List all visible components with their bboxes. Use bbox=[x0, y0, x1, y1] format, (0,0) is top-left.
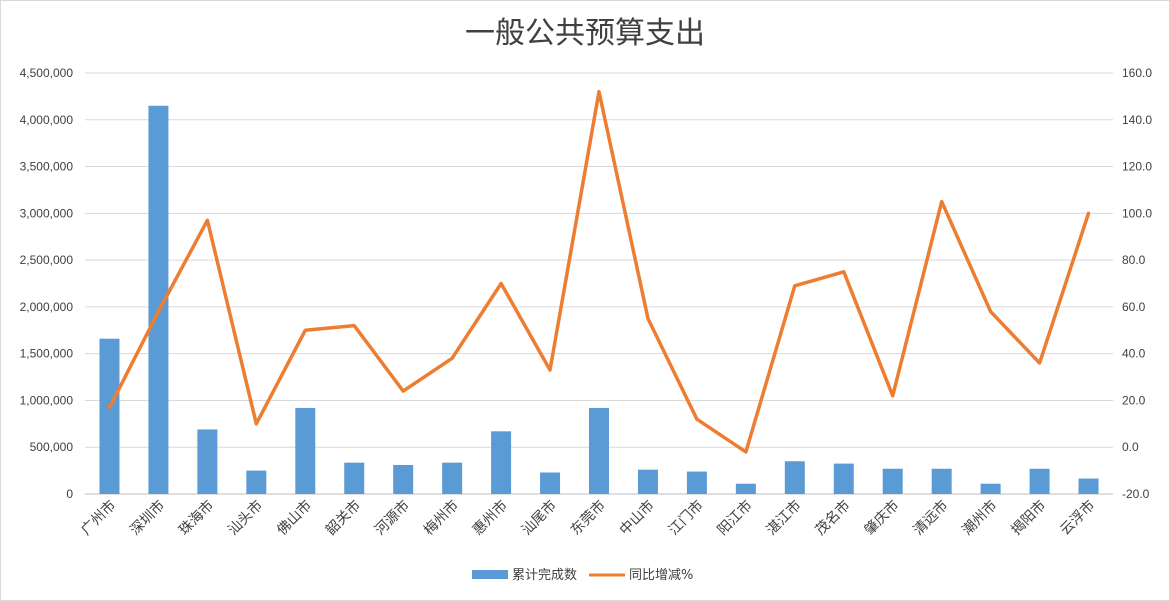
category-label: 广州市 bbox=[78, 497, 120, 539]
bar bbox=[784, 461, 805, 494]
category-label: 茂名市 bbox=[812, 497, 854, 539]
right-axis: -20.0 0.0 20.0 40.0 60.0 80.0 100.0 120.0 140.0 1… bbox=[1122, 66, 1152, 501]
right-tick-label: 140.0 bbox=[1122, 113, 1152, 127]
bar bbox=[197, 429, 218, 494]
bar bbox=[833, 463, 854, 494]
category-label: 云浮市 bbox=[1057, 497, 1099, 539]
category-label: 潮州市 bbox=[959, 497, 1001, 539]
category-label: 清远市 bbox=[910, 497, 952, 539]
line-series bbox=[107, 89, 1091, 454]
right-tick-label: 160.0 bbox=[1122, 66, 1152, 80]
category-label: 汕尾市 bbox=[518, 497, 560, 539]
left-tick-label: 3,000,000 bbox=[20, 206, 74, 220]
right-tick-label: 80.0 bbox=[1122, 253, 1146, 267]
category-label: 江门市 bbox=[665, 497, 707, 539]
category-label: 肇庆市 bbox=[861, 497, 903, 539]
category-label: 中山市 bbox=[616, 497, 658, 539]
right-tick-label: 20.0 bbox=[1122, 393, 1146, 407]
left-tick-label: 3,500,000 bbox=[20, 160, 74, 174]
category-label: 河源市 bbox=[371, 497, 413, 539]
right-tick-label: 120.0 bbox=[1122, 160, 1152, 174]
bar bbox=[1029, 468, 1050, 494]
bar bbox=[393, 464, 414, 494]
left-tick-label: 500,000 bbox=[30, 440, 74, 454]
bar-series bbox=[99, 105, 1099, 494]
category-label: 韶关市 bbox=[322, 497, 364, 539]
bar bbox=[637, 469, 658, 494]
left-tick-label: 2,000,000 bbox=[20, 300, 74, 314]
bar bbox=[1078, 478, 1099, 494]
category-label: 珠海市 bbox=[175, 497, 217, 539]
bar bbox=[442, 462, 463, 494]
bar bbox=[540, 472, 561, 494]
gridlines bbox=[85, 72, 1113, 495]
bar bbox=[246, 470, 267, 494]
bar bbox=[344, 462, 365, 494]
right-tick-label: 100.0 bbox=[1122, 206, 1152, 220]
category-label: 东莞市 bbox=[567, 497, 609, 539]
bar bbox=[491, 431, 512, 494]
bar bbox=[931, 468, 952, 494]
bar bbox=[882, 468, 903, 494]
bar bbox=[295, 407, 316, 494]
chart-title: 一般公共预算支出 bbox=[465, 16, 705, 51]
bar bbox=[686, 471, 707, 494]
category-label: 揭阳市 bbox=[1008, 497, 1050, 539]
right-tick-label: 40.0 bbox=[1122, 347, 1146, 361]
category-label: 汕头市 bbox=[224, 497, 266, 539]
left-axis: 0 500,000 1,000,000 1,500,000 2,000,000 2,500… bbox=[20, 66, 74, 501]
bar bbox=[148, 105, 169, 494]
right-tick-label: -20.0 bbox=[1122, 487, 1150, 501]
left-tick-label: 4,500,000 bbox=[20, 66, 74, 80]
left-tick-label: 0 bbox=[66, 487, 73, 501]
left-tick-label: 1,000,000 bbox=[20, 393, 74, 407]
category-label: 梅州市 bbox=[420, 497, 462, 539]
category-label: 惠州市 bbox=[469, 497, 511, 539]
left-tick-label: 2,500,000 bbox=[20, 253, 74, 267]
bar bbox=[735, 483, 756, 494]
legend-label-bar: 累计完成数 bbox=[512, 568, 577, 583]
bar bbox=[980, 483, 1001, 494]
category-label: 深圳市 bbox=[127, 497, 169, 539]
category-axis: 广州市 深圳市 珠海市 汕头市 佛山市 韶关市 河源市 梅州市 惠州市 汕尾市 东莞市 中山市 江门市阳… bbox=[78, 497, 1099, 539]
left-tick-label: 1,500,000 bbox=[20, 347, 74, 361]
left-tick-label: 4,000,000 bbox=[20, 113, 74, 127]
category-label: 佛山市 bbox=[273, 497, 315, 539]
bar bbox=[99, 338, 120, 494]
legend-label-line: 同比增减% bbox=[629, 568, 693, 583]
legend-swatch-bar bbox=[472, 570, 508, 579]
right-tick-label: 60.0 bbox=[1122, 300, 1146, 314]
category-label: 阳江市 bbox=[714, 497, 756, 539]
category-label: 湛江市 bbox=[763, 497, 805, 539]
series-line bbox=[107, 89, 1091, 454]
bar bbox=[589, 407, 609, 494]
right-tick-label: 0.0 bbox=[1122, 440, 1139, 454]
legend: 累计完成数 同比增减% bbox=[472, 568, 693, 583]
